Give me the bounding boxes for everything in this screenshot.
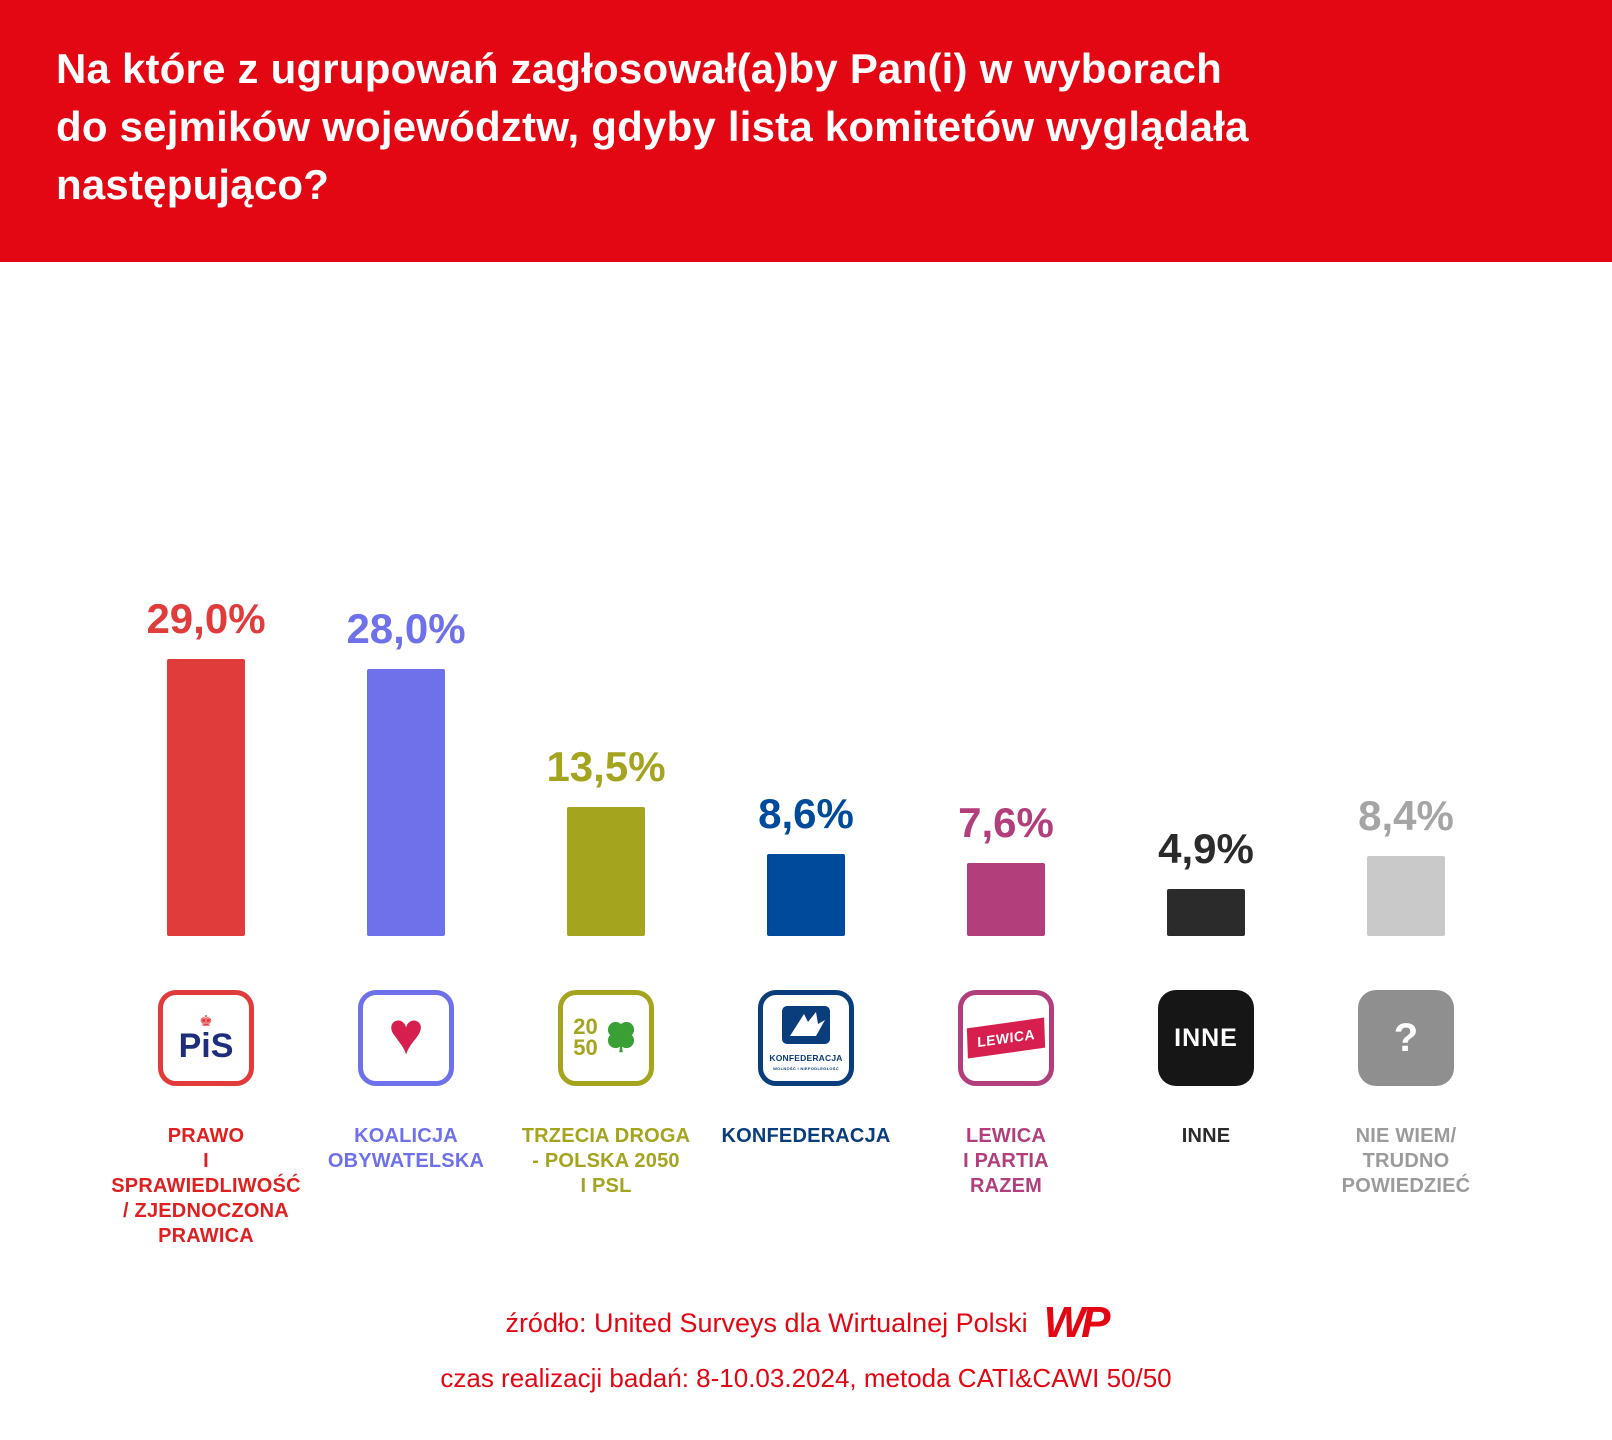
konfederacja-logo-text: KONFEDERACJA [769,1053,843,1063]
konfederacja-logo-icon: KONFEDERACJA WOLNOŚĆ I NIEPODLEGŁOŚĆ [758,990,854,1086]
clover-icon [603,1018,639,1059]
chart-area: 29,0% ♚ PiS PRAWO I SPRAWIEDLIWOŚĆ / ZJE… [0,262,1612,1249]
bar [966,863,1045,936]
footer: źródło: United Surveys dla Wirtualnej Po… [0,1301,1612,1394]
chart-column-pis: 29,0% ♚ PiS PRAWO I SPRAWIEDLIWOŚĆ / ZJE… [106,568,306,1249]
bar [766,853,845,936]
question-mark-icon: ? [1358,990,1454,1086]
chart-column-inne: 4,9% INNE INNE [1106,568,1306,1249]
lewica-logo-icon: LEWICA [958,990,1054,1086]
title-banner: Na które z ugrupowań zagłosował(a)by Pan… [0,0,1612,262]
chart-column-konfederacja: 8,6% KONFEDERACJA WOLNOŚĆ I NIEPODLEGŁOŚ… [706,568,906,1249]
trzecia-droga-logo-icon: 20 50 [558,990,654,1086]
value-label: 8,4% [1358,791,1454,839]
bar [167,659,245,936]
eagle-icon [781,1005,831,1050]
heart-icon: ♥ [388,1000,424,1067]
source-text: źródło: United Surveys dla Wirtualnej Po… [505,1307,1028,1338]
bar [1366,855,1445,936]
konfederacja-logo-subtext: WOLNOŚĆ I NIEPODLEGŁOŚĆ [773,1066,839,1071]
crown-icon: ♚ [199,1012,213,1030]
chart-column-ko: 28,0% ♥ KOALICJA OBYWATELSKA [306,568,506,1249]
wp-logo: WP [1043,1298,1111,1347]
party-label: INNE [1181,1125,1231,1147]
party-label: LEWICA I PARTIA RAZEM [963,1125,1049,1197]
bar [567,807,645,936]
value-label: 8,6% [758,789,854,837]
pis-logo-icon: ♚ PiS [158,990,254,1086]
party-label: NIE WIEM/ TRUDNO POWIEDZIEĆ [1341,1125,1471,1197]
value-label: 4,9% [1158,825,1254,873]
polska-2050-text: 20 50 [573,1014,598,1060]
value-label: 28,0% [346,604,466,652]
party-label: TRZECIA DROGA - POLSKA 2050 I PSL [521,1125,691,1197]
inne-icon-text: INNE [1174,1023,1238,1052]
value-label: 29,0% [146,595,266,643]
question-mark-text: ? [1393,1015,1419,1060]
bar [367,668,445,936]
lewica-logo-text: LEWICA [966,1017,1046,1059]
party-label: KONFEDERACJA [721,1125,891,1147]
chart-column-trzecia-droga: 13,5% 20 50 [506,568,706,1249]
pis-logo-text: PiS [178,1026,234,1065]
party-label: PRAWO I SPRAWIEDLIWOŚĆ / ZJEDNOCZONA PRA… [111,1125,301,1247]
survey-details-text: czas realizacji badań: 8-10.03.2024, met… [440,1363,1172,1393]
value-label: 7,6% [958,799,1054,847]
chart-column-lewica: 7,6% LEWICA LEWICA I PARTIA RAZEM [906,568,1106,1249]
chart-column-nie-wiem: 8,4% ? NIE WIEM/ TRUDNO POWIEDZIEĆ [1306,568,1506,1249]
party-label: KOALICJA OBYWATELSKA [327,1125,485,1172]
ko-logo-icon: ♥ [358,990,454,1086]
bar [1166,889,1245,936]
inne-icon: INNE [1158,990,1254,1086]
page-title: Na które z ugrupowań zagłosował(a)by Pan… [56,45,1249,208]
value-label: 13,5% [546,743,666,791]
bar-chart: 29,0% ♚ PiS PRAWO I SPRAWIEDLIWOŚĆ / ZJE… [0,568,1612,1249]
